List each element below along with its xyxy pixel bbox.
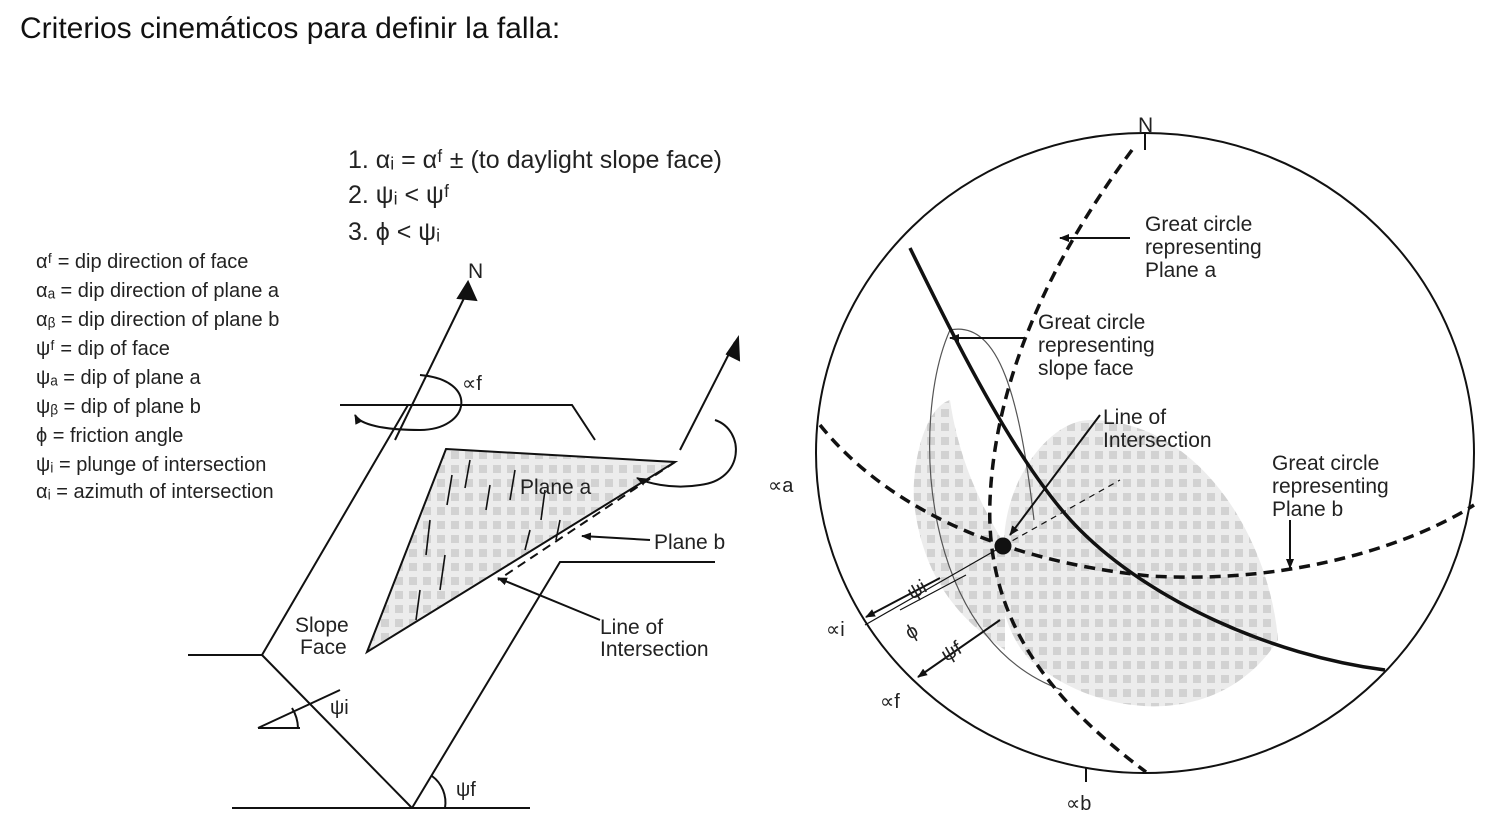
north-arrow-icon: [456, 279, 478, 302]
psi-i-arc: [291, 707, 299, 729]
slope-face-edge: [261, 654, 413, 809]
north-label: N: [468, 260, 483, 283]
slope-face-caption-3: slope face: [1038, 357, 1134, 380]
condition-1: 1. αᵢ = αᶠ ± (to daylight slope face): [348, 146, 722, 174]
alpha-f-stereo-label: ∝f: [880, 691, 900, 713]
plane-b-label: Plane b: [654, 531, 725, 554]
great-circle-slope-face: [908, 247, 1386, 672]
phi-stereo-label: ϕ: [902, 620, 923, 645]
plane-a-caption-2: representing: [1145, 236, 1262, 259]
slope-face-caption-1: Great circle: [1038, 311, 1145, 334]
intersection-label-1: Line of: [600, 616, 663, 639]
rotation-arrow-f: [354, 374, 463, 432]
friction-circle: [929, 328, 1063, 691]
intersection-caption-2: Intersection: [1103, 429, 1212, 452]
wedge-face: [364, 447, 679, 655]
condition-2: 2. ψᵢ < ψᶠ: [348, 181, 450, 209]
north-axis-line-2: [679, 341, 736, 451]
plane-b-caption-1: Great circle: [1272, 452, 1379, 475]
slope-face-caption-2: representing: [1038, 334, 1155, 357]
plane-a-caption-3: Plane a: [1145, 259, 1217, 282]
toe-and-plane-edge: [232, 561, 715, 809]
legend-item: αᶠ = dip direction of face: [36, 251, 248, 273]
page-title: Criterios cinemáticos para definir la fa…: [20, 12, 561, 45]
plane-b-leader: [581, 532, 651, 541]
psi-i-label: ψi: [330, 697, 349, 719]
plane-b-caption-3: Plane b: [1272, 498, 1343, 521]
slope-face-label-2: Face: [300, 636, 347, 659]
intersection-radius: [864, 545, 1004, 626]
legend-item: αᵦ = dip direction of plane b: [36, 309, 279, 331]
legend-item: ψₐ = dip of plane a: [36, 367, 201, 389]
plane-b-caption-2: representing: [1272, 475, 1389, 498]
north-axis-line: [394, 289, 469, 441]
psi-f-arrow: [917, 619, 1001, 678]
legend-item: ϕ = friction angle: [36, 425, 183, 447]
kinematic-conditions: 1. αᵢ = αᶠ ± (to daylight slope face) 2.…: [348, 146, 722, 246]
daylight-envelope-right: [997, 420, 1278, 707]
legend-item: αₐ = dip direction of plane a: [36, 280, 280, 302]
great-circle-plane-b: [818, 423, 1475, 579]
symbol-legend: αᶠ = dip direction of face αₐ = dip dire…: [36, 251, 280, 503]
alpha-a-label: ∝a: [768, 475, 794, 497]
intersection-trend-line: [1002, 479, 1121, 547]
psi-i-arrow: [865, 577, 941, 618]
psi-f-label: ψf: [456, 779, 476, 801]
rotation-arrow-i: [636, 419, 737, 488]
plane-a-caption-1: Great circle: [1145, 213, 1252, 236]
psi-i-reference: [257, 689, 341, 729]
intersection-label-2: Intersection: [600, 638, 709, 661]
psi-f-arc: [431, 775, 447, 809]
condition-3: 3. ϕ < ψᵢ: [348, 218, 440, 246]
stereonet-labels: N Great circle representing Plane a Grea…: [768, 114, 1389, 815]
stereo-north-label: N: [1138, 114, 1153, 137]
alpha-i-label: ∝i: [826, 619, 845, 641]
intersection-leader-stereo: [1009, 414, 1101, 536]
legend-item: ψᵦ = dip of plane b: [36, 396, 201, 418]
wedge-block-diagram: [188, 279, 741, 809]
alpha-b-label: ∝b: [1066, 793, 1091, 815]
legend-item: ψᶠ = dip of face: [36, 338, 170, 360]
intersection-leader: [497, 577, 601, 621]
legend-item: αᵢ = azimuth of intersection: [36, 481, 274, 503]
intersection-caption-1: Line of: [1103, 406, 1166, 429]
intersection-point: [994, 537, 1012, 555]
slope-face-label-1: Slope: [295, 614, 349, 637]
stereonet: [815, 132, 1475, 782]
block-labels: N ∝f Plane a Plane b Slope Face Line of …: [295, 260, 725, 801]
great-circle-plane-a: [988, 148, 1148, 774]
wedge-hatching: [415, 459, 561, 621]
phi-line: [899, 574, 967, 611]
psi-f-stereo-label: ψf: [938, 637, 967, 666]
alpha-f-label: ∝f: [462, 373, 482, 395]
legend-item: ψᵢ = plunge of intersection: [36, 454, 266, 476]
plane-a-label: Plane a: [520, 476, 592, 499]
north-arrow-icon-2: [725, 334, 741, 362]
daylight-envelope-left: [913, 400, 1005, 650]
